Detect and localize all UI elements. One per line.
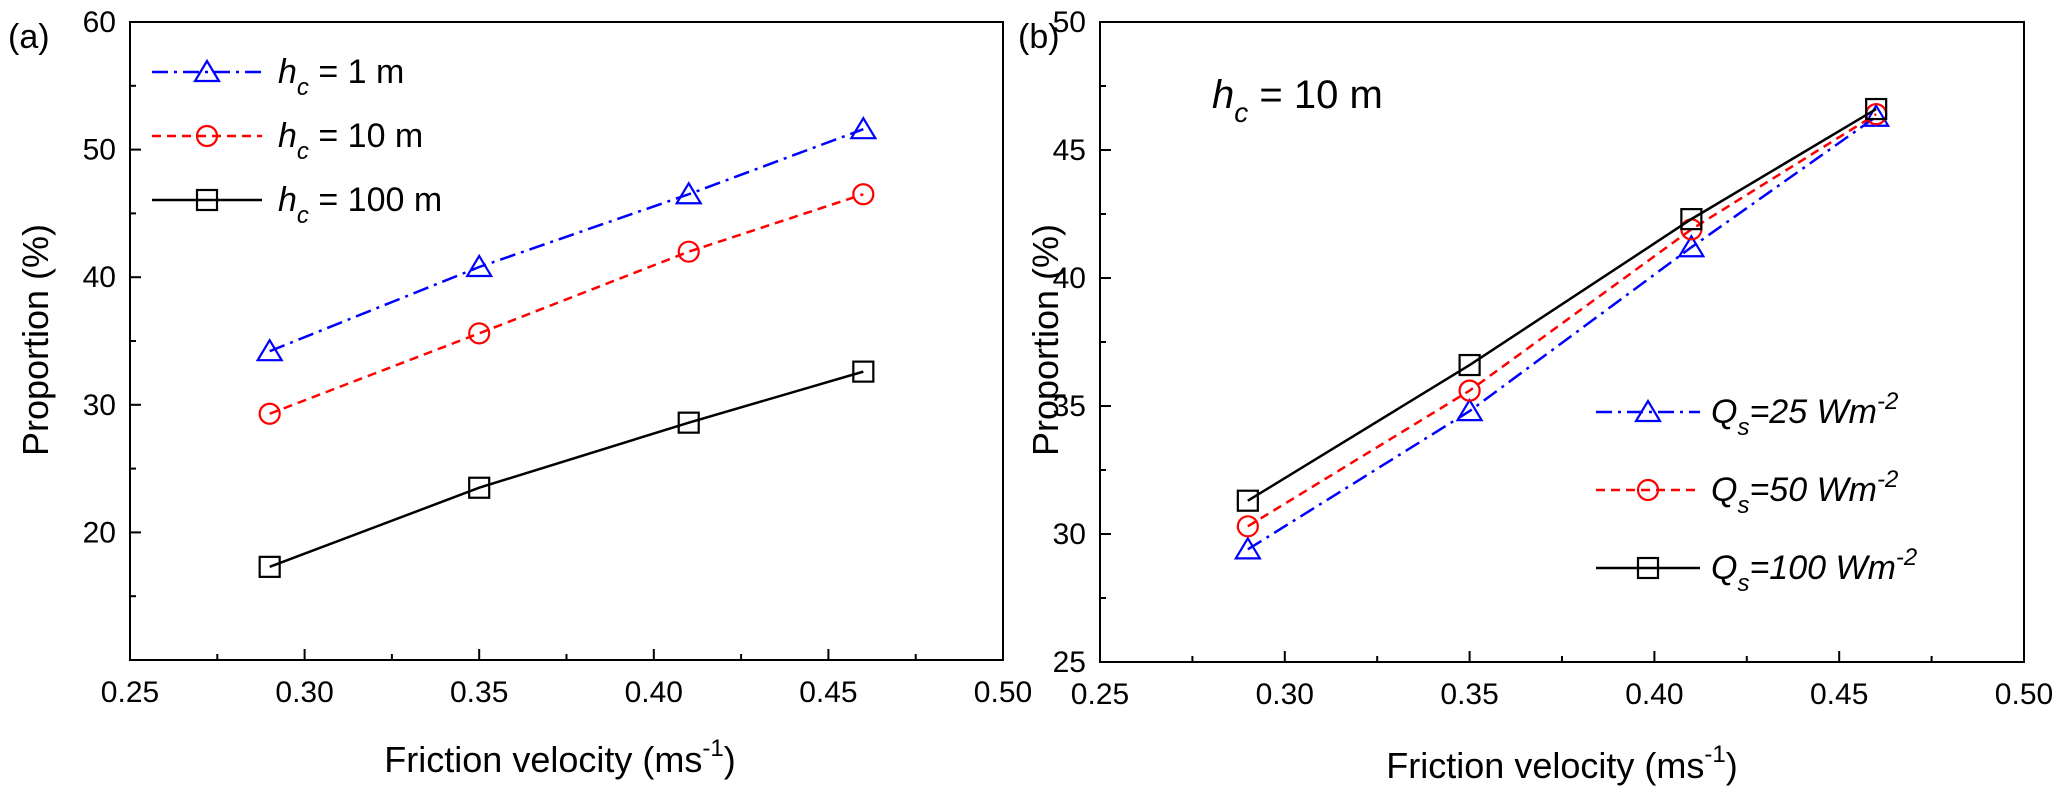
data-point: [465, 253, 494, 278]
data-point: [852, 183, 875, 206]
panel-label: (b): [1018, 18, 1060, 56]
y-axis-title: Proportion (%): [1025, 224, 1066, 456]
x-tick-label: 0.35: [1440, 678, 1498, 711]
data-point: [1680, 208, 1703, 231]
data-point: [1458, 379, 1481, 402]
legend-marker: [1636, 478, 1660, 502]
y-tick-label: 45: [1053, 134, 1086, 167]
legend-marker: [195, 188, 219, 212]
legend-marker: [195, 124, 219, 148]
series-line: [1247, 115, 1877, 551]
panel-label: (a): [8, 18, 50, 56]
legend: Qs=25 Wm-2 Qs=50 Wm-2 Qs=100 Wm-2: [1596, 388, 1917, 597]
data-point: [852, 360, 875, 383]
annotation: hc = 10 m: [1212, 73, 1383, 128]
x-tick-label: 0.25: [101, 676, 159, 709]
data-point: [1458, 353, 1481, 377]
x-tick-label: 0.30: [1256, 678, 1314, 711]
data-point: [1236, 515, 1259, 538]
series-line: [1247, 113, 1877, 528]
legend: hc = 1 m hc = 10 m hc = 100 m: [152, 53, 442, 229]
legend-marker: [1636, 556, 1660, 580]
legend-label: hc = 10 m: [278, 117, 423, 165]
legend-label: hc = 1 m: [278, 53, 404, 101]
data-point: [1862, 103, 1891, 127]
data-point: [1865, 97, 1888, 121]
x-tick-label: 0.30: [275, 676, 333, 709]
data-point: [677, 411, 700, 434]
y-tick-label: 40: [83, 261, 116, 294]
series-line: [269, 128, 864, 353]
legend-label: Qs=50 Wm-2: [1711, 466, 1898, 519]
y-tick-label: 30: [1053, 518, 1086, 551]
y-tick-label: 35: [1053, 390, 1086, 423]
data-point: [674, 181, 703, 205]
legend-marker: [193, 58, 221, 83]
panel-b: 0.25 0.30 0.35 0.40 0.45 0.50 25 30 35 40 45 50 Qs=2…: [1018, 6, 2053, 786]
data-point: [258, 555, 281, 578]
data-point: [1236, 489, 1259, 512]
y-tick-label: 40: [1053, 262, 1086, 295]
x-axis-title: Friction velocity (ms-1): [384, 735, 735, 780]
y-tick-label: 60: [83, 6, 116, 39]
x-tick-label: 0.40: [625, 676, 683, 709]
series-line: [1247, 107, 1877, 502]
data-point: [468, 476, 491, 499]
x-tick-label: 0.45: [1810, 678, 1868, 711]
series-line: [269, 193, 864, 415]
data-point: [1677, 234, 1706, 258]
y-tick-label: 30: [83, 389, 116, 422]
data-point: [849, 116, 878, 140]
x-axis-title: Friction velocity (ms-1): [1386, 741, 1737, 786]
data-point: [1455, 397, 1484, 422]
y-tick-label: 20: [83, 516, 116, 549]
data-point: [258, 402, 281, 425]
y-tick-label: 50: [1053, 6, 1086, 39]
data-point: [255, 338, 284, 362]
data-point: [677, 240, 700, 263]
x-tick-label: 0.35: [450, 676, 508, 709]
y-axis-title: Proportion (%): [15, 224, 56, 456]
y-tick-label: 50: [83, 134, 116, 167]
legend-label: hc = 100 m: [278, 181, 442, 229]
legend-label: Qs=100 Wm-2: [1711, 544, 1917, 597]
data-point: [1233, 536, 1262, 560]
data-point: [468, 322, 491, 345]
x-tick-label: 0.25: [1071, 678, 1129, 711]
x-tick-label: 0.40: [1625, 678, 1683, 711]
series-line: [269, 370, 864, 569]
legend-label: Qs=25 Wm-2: [1711, 388, 1898, 441]
plot-frame: [129, 21, 1004, 661]
panel-a: 0.25 0.30 0.35 0.40 0.45 0.50 20 30 40 50 60 hc = 1…: [8, 6, 1032, 780]
x-tick-label: 0.50: [1995, 678, 2053, 711]
y-tick-label: 25: [1053, 646, 1086, 679]
x-tick-label: 0.50: [974, 676, 1032, 709]
legend-marker: [1634, 398, 1662, 423]
x-tick-label: 0.45: [799, 676, 857, 709]
